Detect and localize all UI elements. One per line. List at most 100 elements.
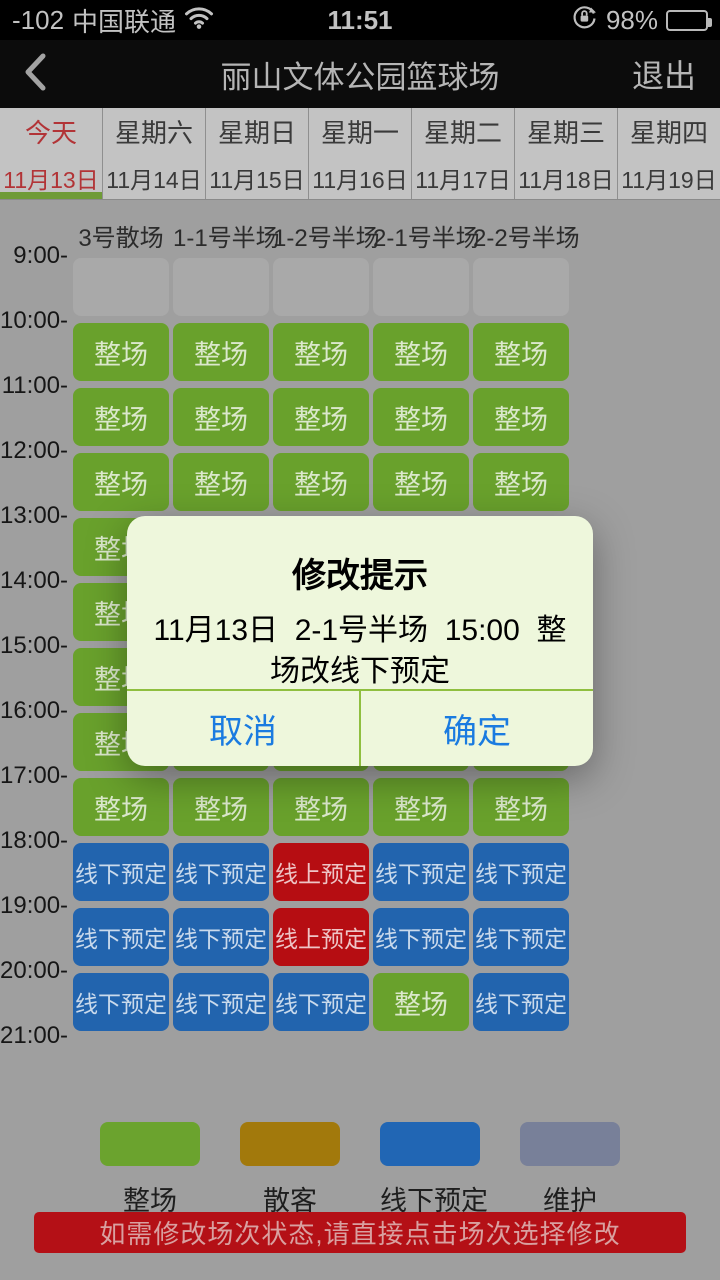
dialog-buttons: 取消 确定 — [127, 689, 593, 766]
dialog-title: 修改提示 — [292, 557, 428, 595]
tab-weekday-label: 星期二 — [423, 117, 502, 148]
slot-cell[interactable] — [373, 258, 469, 316]
slot-cell[interactable]: 整场 — [373, 388, 469, 446]
slot-cell[interactable]: 线下预定 — [373, 908, 469, 966]
day-tab[interactable]: 星期二 11月17日 — [412, 108, 515, 199]
slot-cell[interactable]: 整场 — [73, 453, 169, 511]
cancel-button[interactable]: 取消 — [127, 691, 361, 766]
legend-label: 维护 — [543, 1186, 597, 1216]
slot-cell[interactable]: 线下预定 — [173, 843, 269, 901]
legend-label: 整场 — [123, 1186, 177, 1216]
time-label: 21:00- — [0, 1022, 69, 1049]
tab-date-label: 11月19日 — [621, 166, 717, 193]
slot-cell[interactable]: 整场 — [73, 323, 169, 381]
slot-cell[interactable]: 整场 — [273, 388, 369, 446]
tab-weekday-label: 星期六 — [114, 117, 193, 148]
tab-date-label: 11月18日 — [518, 166, 614, 193]
time-label: 16:00- — [0, 697, 69, 724]
slot-cell[interactable] — [273, 258, 369, 316]
slot-cell[interactable]: 整场 — [473, 453, 569, 511]
day-tab[interactable]: 星期一 11月16日 — [309, 108, 412, 199]
legend-swatch — [240, 1122, 340, 1166]
slot-cell[interactable] — [173, 258, 269, 316]
confirm-button[interactable]: 确定 — [443, 713, 511, 751]
slot-cell[interactable]: 整场 — [173, 323, 269, 381]
slot-cell[interactable]: 整场 — [473, 323, 569, 381]
day-tab[interactable]: 星期四 11月19日 — [618, 108, 720, 199]
slot-cell[interactable]: 线下预定 — [73, 973, 169, 1031]
slot-cell[interactable]: 线下预定 — [473, 973, 569, 1031]
day-tab[interactable]: 今天 11月13日 — [0, 108, 103, 199]
slot-cell[interactable]: 整场 — [373, 778, 469, 836]
time-label: 17:00- — [0, 762, 69, 789]
slot-cell[interactable]: 整场 — [473, 388, 569, 446]
slot-cell[interactable]: 整场 — [273, 453, 369, 511]
slot-cell[interactable]: 整场 — [373, 323, 469, 381]
day-tab[interactable]: 星期六 11月14日 — [103, 108, 206, 199]
carrier-label: 中国联通 — [72, 6, 177, 37]
slot-cell[interactable]: 整场 — [273, 778, 369, 836]
tab-weekday-label: 星期三 — [526, 117, 605, 148]
slot-cell[interactable]: 整场 — [173, 453, 269, 511]
signal-strength: -102 — [12, 4, 65, 35]
legend-swatch — [380, 1122, 480, 1166]
time-label: 12:00- — [0, 437, 69, 464]
time-label: 19:00- — [0, 892, 69, 919]
slot-cell[interactable] — [73, 258, 169, 316]
time-label: 14:00- — [0, 567, 69, 594]
footer-notice: 如需修改场次状态,请直接点击场次选择修改 — [34, 1212, 686, 1253]
legend-swatch — [520, 1122, 620, 1166]
slot-cell[interactable]: 整场 — [373, 973, 469, 1031]
column-header: 2-2号半场 — [473, 225, 580, 252]
status-right: 98% — [571, 3, 712, 37]
column-header: 2-1号半场 — [373, 225, 480, 252]
legend-label: 散客 — [263, 1186, 317, 1216]
time-label: 11:00- — [1, 372, 68, 399]
wifi-icon — [184, 5, 214, 36]
battery-icon — [666, 9, 712, 31]
slot-cell[interactable]: 整场 — [473, 778, 569, 836]
exit-button[interactable]: 退出 — [631, 58, 696, 94]
slot-cell[interactable]: 整场 — [173, 388, 269, 446]
tab-weekday-label: 星期日 — [217, 117, 296, 148]
legend-item: 维护 — [520, 1122, 620, 1218]
column-header: 1-1号半场 — [173, 225, 280, 252]
slot-cell[interactable]: 线上预定 — [273, 908, 369, 966]
day-tab[interactable]: 星期三 11月18日 — [515, 108, 618, 199]
slot-cell[interactable]: 整场 — [173, 778, 269, 836]
slot-cell[interactable]: 线下预定 — [173, 973, 269, 1031]
battery-nub — [708, 17, 712, 27]
rotation-lock-icon — [571, 3, 598, 37]
time-label: 18:00- — [0, 827, 69, 854]
slot-cell[interactable]: 线下预定 — [73, 908, 169, 966]
status-bar: -102 中国联通 11:51 98% — [0, 0, 720, 40]
slot-cell[interactable]: 整场 — [73, 778, 169, 836]
slot-cell[interactable]: 线下预定 — [473, 908, 569, 966]
column-header: 3号散场 — [78, 225, 164, 252]
slot-cell[interactable]: 整场 — [373, 453, 469, 511]
column-header: 1-2号半场 — [273, 225, 380, 252]
slot-cell[interactable]: 线下预定 — [473, 843, 569, 901]
slot-cell[interactable]: 线下预定 — [73, 843, 169, 901]
legend-swatch — [100, 1122, 200, 1166]
legend-label: 线下预定 — [380, 1186, 488, 1216]
slot-cell[interactable]: 线下预定 — [373, 843, 469, 901]
page-title: 丽山文体公园篮球场 — [220, 59, 500, 95]
tab-weekday-label: 星期一 — [320, 117, 399, 148]
slot-cell[interactable]: 线上预定 — [273, 843, 369, 901]
day-tab[interactable]: 星期日 11月15日 — [206, 108, 309, 199]
tab-date-label: 11月16日 — [312, 166, 408, 193]
slot-cell[interactable]: 整场 — [273, 323, 369, 381]
battery-percent: 98% — [605, 4, 658, 35]
slot-cell[interactable]: 线下预定 — [173, 908, 269, 966]
slot-cell[interactable]: 线下预定 — [273, 973, 369, 1031]
clock: 11:51 — [327, 4, 393, 35]
slot-cell[interactable] — [473, 258, 569, 316]
back-button[interactable] — [0, 42, 70, 107]
slot-cell[interactable]: 整场 — [73, 388, 169, 446]
status-legend: 整场 散客 线下预定 维护 — [0, 1122, 720, 1218]
tab-date-label: 11月13日 — [3, 166, 99, 193]
nav-bar: 丽山文体公园篮球场 退出 — [0, 40, 720, 108]
modify-confirm-dialog: 修改提示 11月13日 2-1号半场 15:00 整场改线下预定 取消 确定 — [127, 516, 593, 766]
